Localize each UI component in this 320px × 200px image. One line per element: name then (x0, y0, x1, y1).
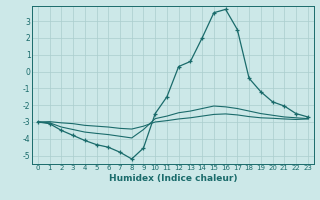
X-axis label: Humidex (Indice chaleur): Humidex (Indice chaleur) (108, 174, 237, 183)
